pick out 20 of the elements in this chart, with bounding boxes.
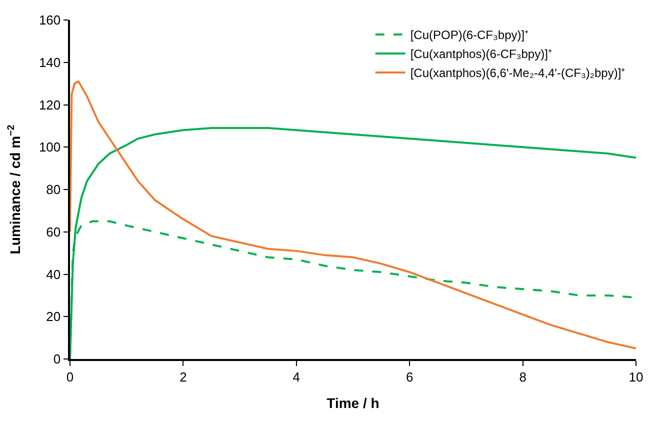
x-tick-label: 6 — [406, 369, 414, 384]
y-tick-label: 80 — [46, 182, 61, 198]
legend-label: [Cu(xantphos)(6-CF₃bpy)]⁺ — [410, 47, 552, 62]
x-tick-label: 10 — [628, 369, 644, 384]
y-tick-label: 160 — [38, 12, 61, 28]
legend-label: [Cu(xantphos)(6,6'-Me₂-4,4'-(CF₃)₂bpy)]⁺ — [410, 66, 626, 80]
x-tick-label: 4 — [292, 369, 300, 384]
x-tick-label: 8 — [519, 369, 526, 384]
legend-label: [Cu(POP)(6-CF₃bpy)]⁺ — [410, 28, 529, 42]
y-tick-label: 140 — [38, 54, 61, 70]
y-tick-label: 60 — [46, 224, 61, 240]
line-series — [70, 80, 636, 350]
y-tick-label: 100 — [38, 140, 61, 155]
y-tick-label: 0 — [53, 352, 61, 367]
y-tick-label: 20 — [46, 309, 61, 324]
x-tick-label: 0 — [66, 369, 74, 384]
y-tick-label: 40 — [46, 266, 61, 282]
y-tick-label: 120 — [38, 97, 61, 112]
x-tick-label: 2 — [180, 369, 187, 384]
x-axis-title: Time / h — [326, 395, 380, 412]
